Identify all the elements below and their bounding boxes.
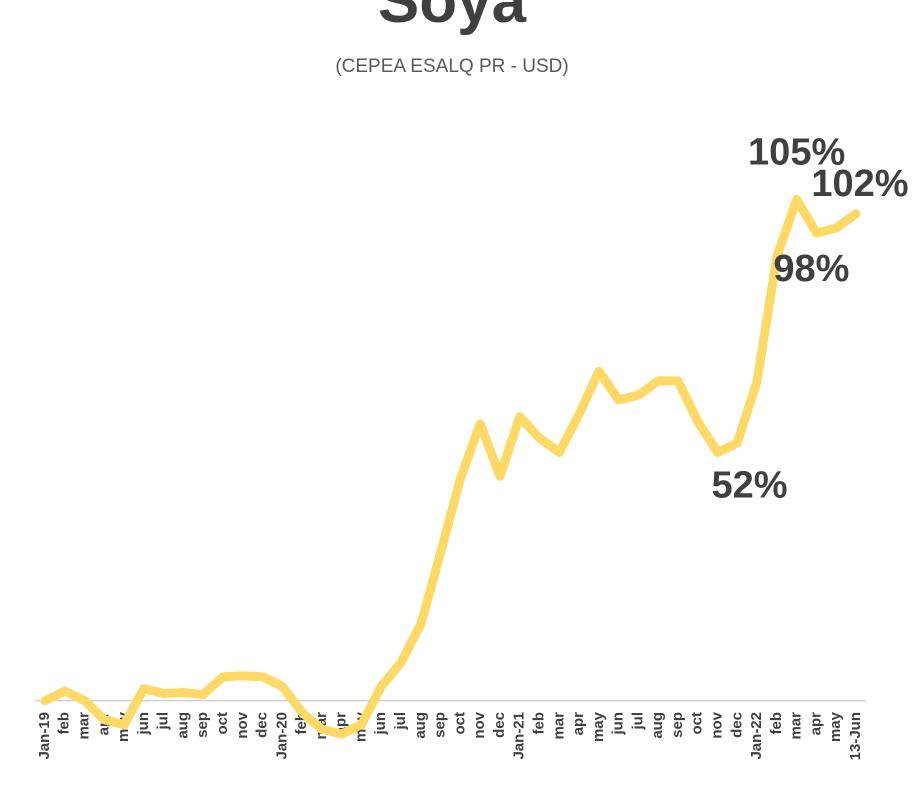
x-tick-label: mar xyxy=(76,712,93,740)
data-label: 52% xyxy=(712,464,788,506)
x-tick-label: mar xyxy=(788,712,805,740)
chart-title: Soya xyxy=(378,0,527,36)
x-tick-label: apr xyxy=(807,712,824,736)
data-line xyxy=(40,194,861,739)
x-tick-label: sep xyxy=(194,712,211,738)
x-tick-label: may xyxy=(827,711,844,742)
x-tick-label: sep xyxy=(669,712,686,738)
x-tick-label: aug xyxy=(174,712,191,739)
x-tick-label: oct xyxy=(214,712,231,735)
x-tick-label: Jan-21 xyxy=(511,712,528,760)
x-tick-label: sep xyxy=(432,712,449,738)
x-tick-label: nov xyxy=(709,711,726,738)
data-label: 98% xyxy=(773,248,849,290)
x-tick-label: jul xyxy=(392,712,409,731)
x-tick-label: oct xyxy=(689,712,706,735)
data-label: 102% xyxy=(811,163,908,205)
x-tick-label: jun xyxy=(135,712,152,736)
x-tick-label: may xyxy=(590,711,607,742)
x-tick-label: Jan-19 xyxy=(36,712,53,760)
x-tick-label: feb xyxy=(530,712,547,735)
x-tick-label: feb xyxy=(56,712,73,735)
x-tick-label: dec xyxy=(254,712,271,738)
x-tick-label: nov xyxy=(471,711,488,738)
x-tick-label: Jan-22 xyxy=(748,712,765,760)
x-tick-label: mar xyxy=(550,712,567,740)
x-tick-label: jul xyxy=(155,712,172,731)
x-tick-label: Jan-20 xyxy=(273,712,290,760)
x-tick-label: aug xyxy=(649,712,666,739)
x-tick-label: apr xyxy=(570,712,587,736)
x-tick-label: jun xyxy=(610,712,627,736)
x-tick-label: jul xyxy=(629,712,646,731)
data-label: 105% xyxy=(748,131,845,173)
x-tick-label: jun xyxy=(372,712,389,736)
x-tick-label: nov xyxy=(234,711,251,738)
x-tick-label: dec xyxy=(728,712,745,738)
x-tick-label: oct xyxy=(451,712,468,735)
chart-subtitle: (CEPEA ESALQ PR - USD) xyxy=(335,56,568,77)
x-tick-label: aug xyxy=(412,712,429,739)
x-tick-label: dec xyxy=(491,712,508,738)
x-tick-label: feb xyxy=(768,712,785,735)
x-tick-label: 13-Jun xyxy=(847,712,864,760)
